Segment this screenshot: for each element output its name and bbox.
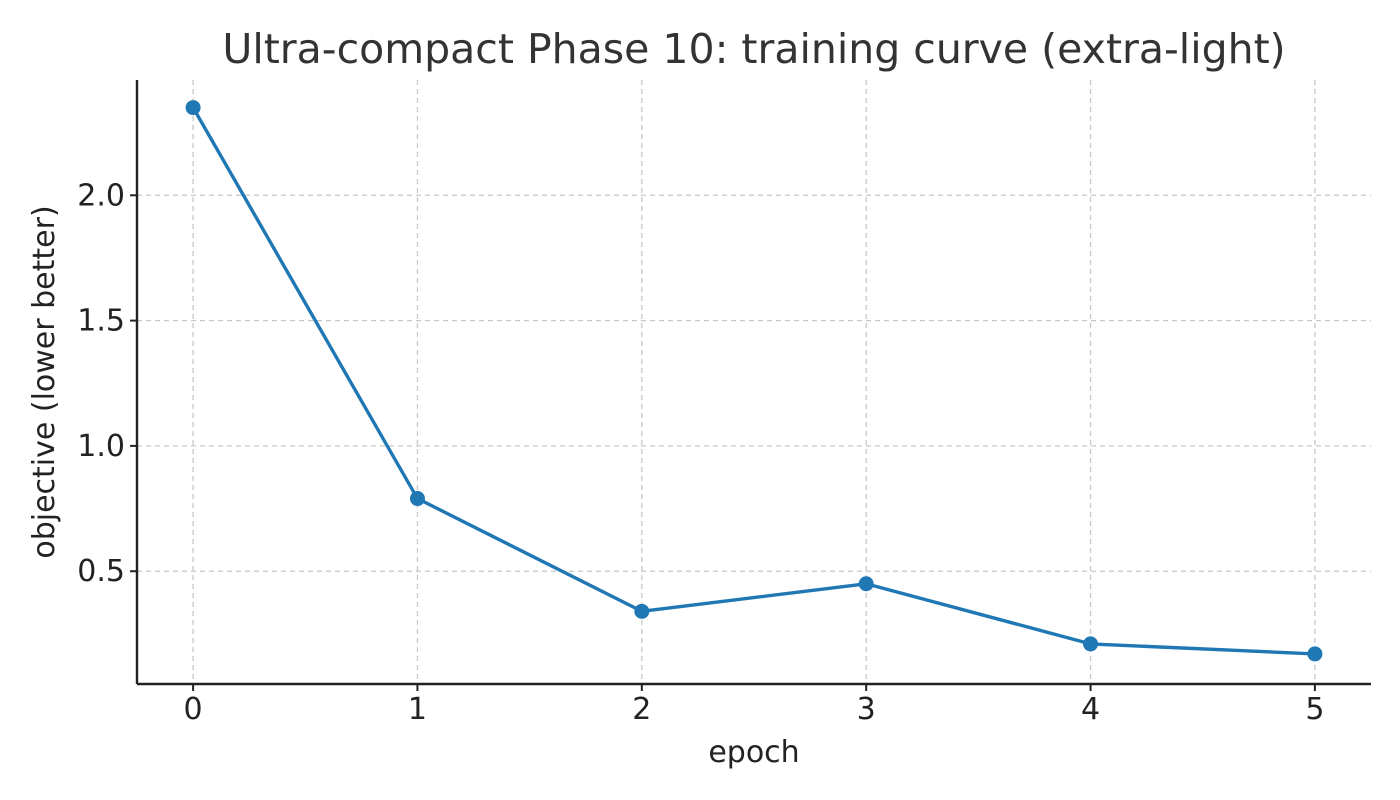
data-point bbox=[858, 576, 874, 592]
data-point bbox=[634, 603, 650, 619]
y-tick-label: 1.5 bbox=[77, 304, 125, 339]
grid bbox=[137, 80, 1371, 684]
data-point bbox=[185, 100, 201, 116]
series-objective bbox=[185, 100, 1323, 662]
x-tick-label: 5 bbox=[1305, 692, 1324, 727]
y-tick-label: 0.5 bbox=[77, 554, 125, 589]
y-axis-label: objective (lower better) bbox=[27, 205, 62, 558]
x-tick-label: 0 bbox=[184, 692, 203, 727]
axis-ticks: 0 1 2 3 4 5 0.5 1.0 1.5 2.0 bbox=[77, 178, 1324, 727]
y-tick-label: 1.0 bbox=[77, 429, 125, 464]
x-axis-label: epoch bbox=[708, 735, 799, 770]
x-tick-label: 2 bbox=[632, 692, 651, 727]
x-tick-label: 4 bbox=[1081, 692, 1100, 727]
x-tick-label: 3 bbox=[857, 692, 876, 727]
data-point bbox=[1083, 636, 1099, 652]
data-point bbox=[1307, 646, 1323, 662]
data-point bbox=[409, 491, 425, 507]
y-tick-label: 2.0 bbox=[77, 178, 125, 213]
series-line bbox=[191, 105, 1317, 656]
x-tick-label: 1 bbox=[408, 692, 427, 727]
chart-title: Ultra-compact Phase 10: training curve (… bbox=[222, 25, 1285, 73]
